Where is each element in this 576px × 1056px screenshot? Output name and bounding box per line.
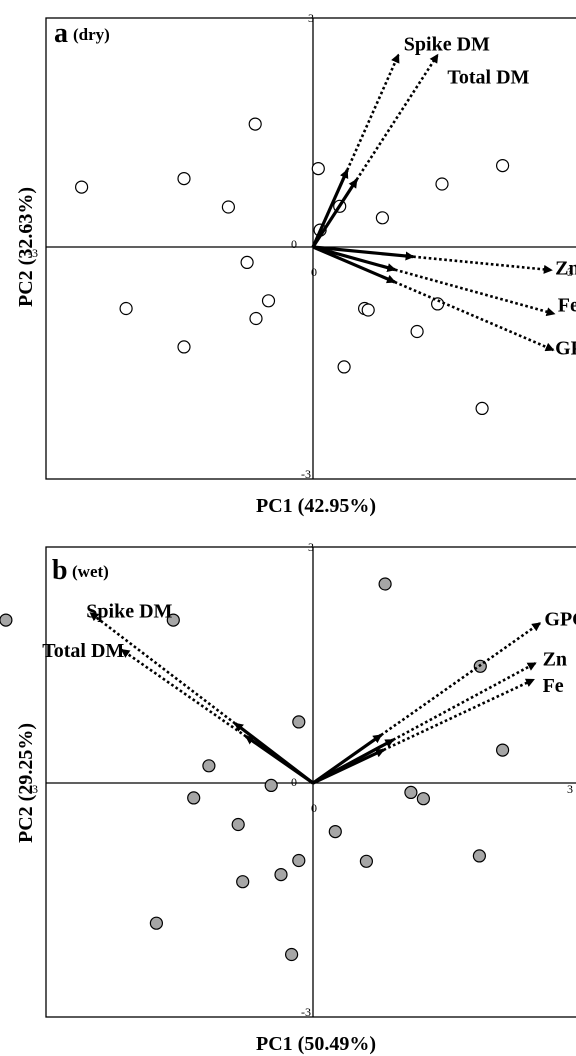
panel-a-point-1 [74,180,89,194]
panel-a-point-18 [410,324,424,339]
panel-b-vectors [89,611,542,785]
panel-b-tick-origin-x: 0 [311,801,317,815]
panel-a-point-10 [311,162,325,176]
panel-b-point-4 [187,791,201,805]
panel-a-xlabel: PC1 (42.95%) [256,495,376,517]
panel-a-frame [45,17,576,480]
panel-b-vector-zn [312,661,537,785]
panel-b-point-19 [472,849,486,863]
panel-a-vector-gpc [312,245,555,352]
panel-b-point-20 [496,743,510,757]
panel-a-point-9 [249,311,263,326]
panel-a-vector-labels: Spike DM Total DM Zn Fe GPC [404,33,576,359]
panel-a-point-7 [240,255,254,269]
panel-a-point-19 [337,360,351,374]
panel-a-point-5 [248,117,262,131]
panel-a-point-3 [119,301,133,316]
panel-a-vector-spike-dm [311,53,400,248]
panel-b-tick-bottom: -3 [301,1005,311,1019]
panel-b-tick-right: 3 [567,782,573,796]
panel-b-point-11 [149,916,163,930]
panel-a-ylabel: PC2 (32.63%) [15,187,37,307]
panel-b-label-gpc: GPC [544,608,576,630]
panel-a-label-gpc: GPC [555,338,576,360]
panel-b-point-9 [274,867,288,882]
panel-a-tick-origin-x: 0 [311,265,317,279]
panel-b-label-spike-dm: Spike DM [86,601,172,623]
panel-b-point-6 [264,778,278,793]
panel-b-point-10 [236,875,250,889]
panel-a-vector-fe [312,245,556,317]
panel-b-point-14 [359,854,373,868]
panel-b-points [0,577,510,962]
panel-b-point-2 [166,613,180,627]
panel-a-label-total-dm: Total DM [447,66,529,88]
panel-a-point-8 [261,294,276,308]
panel-a-vectors [311,53,556,352]
panel-a-point-14 [496,159,510,173]
panel-b-point-17 [416,792,430,806]
panel-a-tick-right: 3 [567,265,573,279]
panel-b-vector-gpc [312,622,542,785]
panel-b-xlabel: PC1 (50.49%) [256,1033,376,1055]
panel-b-tick-origin-y: 0 [291,775,297,789]
panel-a-tick-left: -3 [28,246,38,260]
panel-b-vector-labels: Spike DM Total DM GPC Zn Fe [42,601,576,697]
panel-a-label-fe: Fe [558,294,576,316]
panel-a-tick-top: 3 [308,11,314,25]
panel-a-label-spike-dm: Spike DM [404,33,490,55]
panel-a-letter: a [54,18,68,49]
panel-b-point-13 [328,824,342,839]
panel-b-point-8 [292,853,306,868]
panel-b-label-zn: Zn [543,648,567,670]
panel-b-label-total-dm: Total DM [42,640,124,662]
panel-b-point-3 [202,759,216,773]
panel-a-point-6 [221,200,235,214]
panel-a-vector-zn [312,245,553,274]
panel-a-label-zn: Zn [555,258,576,280]
panel-a-tick-origin-y: 0 [291,237,297,251]
panel-b-point-7 [292,715,306,729]
panel-b-condition: (wet) [72,562,109,581]
panel-b-frame [45,546,576,1018]
panel-b-point-5 [231,817,245,832]
panel-b-vector-fe [312,678,535,785]
panel-b-point-16 [404,785,418,800]
panel-a-points [74,117,510,415]
panel-a-condition: (dry) [73,25,110,44]
panel-a-vector-total-dm [311,53,439,248]
panel-a-point-20 [475,401,489,415]
panel-a-point-4 [177,340,191,354]
panel-a-tick-bottom: -3 [301,467,311,481]
panel-b-point-1 [0,613,13,627]
panel-b-letter: b [52,555,68,586]
panel-b-tick-left: -3 [28,782,38,796]
panel-b-tick-top: 3 [308,540,314,554]
panel-b-vector-total-dm [120,648,314,785]
panel-b-point-15 [378,577,392,591]
panel-b-ylabel: PC2 (29.25%) [15,723,37,843]
panel-b-vector-spike-dm [89,611,314,785]
panel-b-point-12 [285,947,299,962]
panel-a-point-13 [435,177,449,191]
panel-b-label-fe: Fe [543,675,564,697]
panel-a-point-16 [361,303,375,317]
panel-a-point-12 [375,211,389,225]
panel-a-point-2 [177,172,191,186]
